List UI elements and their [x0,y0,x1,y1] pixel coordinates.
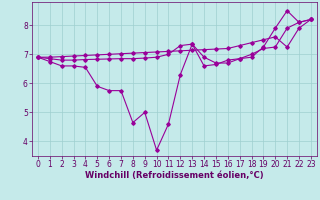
X-axis label: Windchill (Refroidissement éolien,°C): Windchill (Refroidissement éolien,°C) [85,171,264,180]
